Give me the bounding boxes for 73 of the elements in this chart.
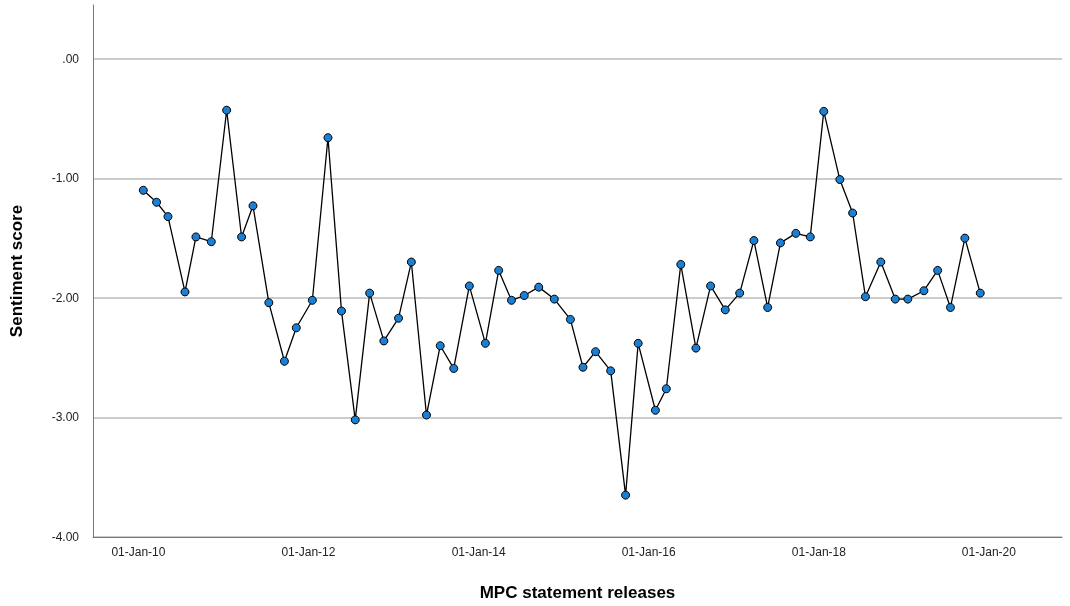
point xyxy=(365,288,375,298)
point xyxy=(805,232,815,242)
y-tick-label: -2.00 xyxy=(51,290,80,305)
point xyxy=(763,302,773,312)
point xyxy=(449,363,459,373)
point xyxy=(919,286,929,296)
point xyxy=(691,343,701,353)
point xyxy=(406,257,416,267)
point xyxy=(890,294,900,304)
point xyxy=(591,347,601,357)
point xyxy=(975,288,985,298)
point xyxy=(876,257,886,267)
point xyxy=(835,175,845,185)
point xyxy=(819,106,829,116)
point xyxy=(720,305,730,315)
y-tick-label: -3.00 xyxy=(51,410,80,425)
point xyxy=(676,259,686,269)
point xyxy=(565,314,575,324)
point xyxy=(152,197,162,207)
point xyxy=(435,341,445,351)
point xyxy=(163,212,173,222)
point xyxy=(735,288,745,298)
point xyxy=(506,295,516,305)
point xyxy=(480,338,490,348)
point xyxy=(350,415,360,425)
x-tick-label: 01-Jan-16 xyxy=(621,545,676,559)
x-axis-title: MPC statement releases xyxy=(479,583,676,602)
point xyxy=(307,295,317,305)
x-tick-label: 01-Jan-20 xyxy=(961,545,1017,559)
point xyxy=(291,323,301,333)
point xyxy=(264,298,274,308)
point xyxy=(749,236,759,246)
point xyxy=(138,185,148,195)
point xyxy=(578,362,588,372)
point xyxy=(848,208,858,218)
point xyxy=(323,133,333,143)
point xyxy=(650,405,660,415)
point xyxy=(933,265,943,275)
point xyxy=(903,294,913,304)
y-tick-label: -4.00 xyxy=(51,530,80,544)
point xyxy=(191,232,201,242)
point xyxy=(222,105,232,115)
point xyxy=(464,281,474,291)
point xyxy=(248,201,258,211)
point xyxy=(519,291,529,301)
y-tick-label: .00 xyxy=(62,51,80,66)
point xyxy=(336,306,346,316)
point xyxy=(394,313,404,323)
y-axis-title: Sentiment score xyxy=(7,204,26,338)
y-tick-label: -1.00 xyxy=(51,171,80,186)
x-tick-label: 01-Jan-10 xyxy=(111,545,166,559)
point xyxy=(945,302,955,312)
point xyxy=(960,233,970,243)
x-tick-label: 01-Jan-18 xyxy=(791,545,847,559)
point xyxy=(661,384,671,394)
point xyxy=(494,265,504,275)
point xyxy=(237,232,247,242)
point xyxy=(791,228,801,238)
point xyxy=(706,281,716,291)
point xyxy=(279,356,289,366)
point xyxy=(775,238,785,248)
point xyxy=(621,490,631,500)
point xyxy=(180,287,190,297)
point xyxy=(549,294,559,304)
point xyxy=(534,282,544,292)
x-tick-label: 01-Jan-12 xyxy=(281,545,336,559)
point xyxy=(860,292,870,302)
point xyxy=(379,336,389,346)
point xyxy=(421,410,431,420)
point xyxy=(606,366,616,376)
point xyxy=(206,237,216,247)
point xyxy=(633,338,643,348)
x-tick-label: 01-Jan-14 xyxy=(451,545,506,559)
